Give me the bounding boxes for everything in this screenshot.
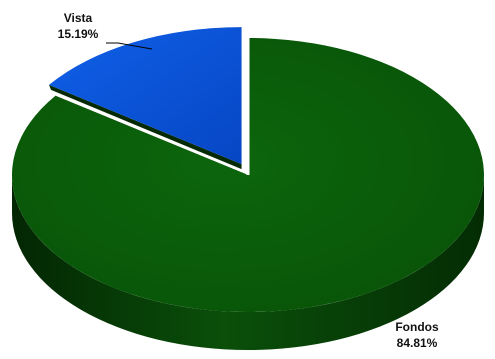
slice-vista-side (48, 84, 242, 170)
slice-fondos-side (12, 175, 484, 350)
label-fondos-name: Fondos (395, 320, 439, 334)
label-fondos: Fondos 84.81% (395, 320, 439, 350)
label-fondos-percent: 84.81% (397, 336, 438, 350)
leader-line-vista (106, 42, 153, 50)
label-vista-name: Vista (64, 11, 93, 25)
pie-tops (12, 27, 485, 313)
pie-labels: Vista 15.19% Fondos 84.81% (58, 11, 439, 350)
slice-vista (48, 27, 242, 165)
label-vista: Vista 15.19% (58, 11, 99, 41)
slice-fondos (12, 38, 485, 313)
label-vista-percent: 15.19% (58, 27, 99, 41)
